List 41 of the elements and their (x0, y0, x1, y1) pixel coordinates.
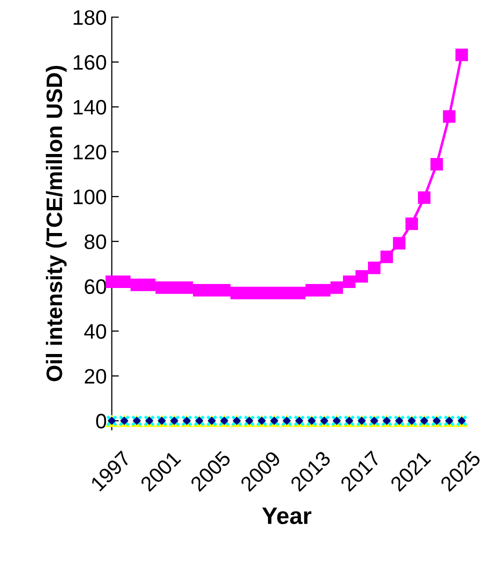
point (392, 236, 406, 250)
y-tick-label: 0 (96, 414, 106, 429)
point (243, 286, 256, 300)
point (193, 284, 206, 297)
point (405, 217, 418, 230)
point (180, 281, 194, 294)
point (455, 48, 468, 62)
x-axis-title: Year (262, 508, 312, 524)
y-tick-label: 180 (74, 10, 106, 25)
y-tick-label: 60 (84, 279, 106, 294)
point (168, 281, 181, 294)
point (255, 286, 268, 300)
point (368, 262, 380, 274)
point (418, 191, 430, 204)
point (230, 286, 243, 300)
point (380, 250, 393, 264)
point (118, 276, 131, 288)
y-tick-label: 100 (74, 190, 106, 204)
point (156, 281, 168, 294)
point (342, 276, 356, 288)
point (292, 286, 306, 300)
point (305, 284, 318, 297)
point (318, 284, 330, 297)
y-tick-label: 160 (74, 55, 106, 70)
point (106, 276, 118, 288)
y-axis-title: Oil intensity (TCE/millon USD) (46, 66, 67, 382)
point (218, 284, 231, 297)
y-tick-label: 40 (84, 324, 106, 339)
point (280, 286, 293, 300)
point (330, 281, 343, 294)
y-tick-label: 140 (74, 100, 106, 115)
point (130, 278, 144, 292)
y-tick-label: 120 (74, 144, 106, 160)
y-tick-label: 20 (84, 368, 106, 384)
y-tick-label: 80 (84, 234, 106, 250)
point (442, 110, 456, 123)
point (206, 284, 218, 297)
point (355, 270, 368, 283)
point (430, 158, 443, 171)
point (268, 286, 280, 300)
point (143, 278, 156, 292)
